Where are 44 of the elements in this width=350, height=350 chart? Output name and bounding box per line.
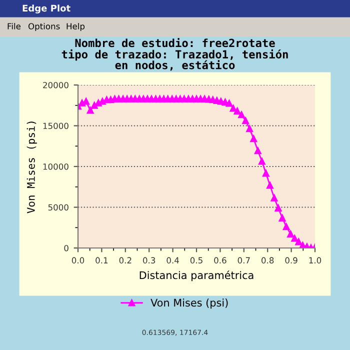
- point: [291, 234, 298, 242]
- text: Edge Plot: [22, 4, 70, 14]
- text: Options: [28, 22, 60, 32]
- point: [274, 204, 282, 212]
- x-tick-label: 0.2: [119, 257, 132, 264]
- point: [250, 135, 258, 142]
- y-tick-label: 10000: [43, 163, 68, 170]
- y-tick-label: 15000: [43, 122, 68, 130]
- x-tick-label: 0.7: [238, 257, 250, 264]
- chart-title: Nombre de estudio: free2rotate tipo de trazado: Trazado1, tensión en nodos, estático: [62, 38, 288, 71]
- legend-label: Von Mises (psi): [150, 298, 228, 309]
- text: Help: [66, 22, 85, 32]
- point: [242, 117, 250, 124]
- x-tick-label: 0.9: [285, 257, 298, 264]
- x-tick-label: 0.0: [72, 257, 84, 264]
- point: [230, 104, 237, 112]
- x-tick-label: 0.4: [166, 257, 179, 264]
- point: [254, 147, 262, 154]
- point: [295, 238, 302, 246]
- point: [226, 100, 233, 107]
- x-tick-label: 1.0: [309, 257, 322, 264]
- x-tick-label: 0.8: [262, 257, 274, 264]
- point: [278, 214, 286, 222]
- point: [287, 230, 294, 238]
- point: [270, 194, 278, 202]
- point: [246, 125, 254, 132]
- point: [266, 182, 274, 189]
- x-tick-label: 0.6: [214, 257, 226, 264]
- point: [238, 111, 246, 118]
- x-tick-label: 0.5: [190, 257, 202, 264]
- x-tick-label: 0.3: [143, 257, 156, 264]
- text: File: [8, 22, 21, 30]
- point: [82, 98, 90, 105]
- x-axis-title: Distancia paramétrica: [140, 270, 254, 282]
- y-tick-label: 5000: [48, 204, 68, 211]
- point: [258, 158, 266, 165]
- point: [234, 108, 241, 114]
- point: [262, 170, 270, 177]
- y-axis-title: Von Mises (psi): [26, 122, 37, 214]
- y-tick-label: 20000: [43, 82, 68, 88]
- y-tick-label: 0: [64, 244, 68, 252]
- point: [282, 223, 290, 230]
- x-tick-label: 0.1: [96, 257, 108, 264]
- point: [86, 106, 94, 114]
